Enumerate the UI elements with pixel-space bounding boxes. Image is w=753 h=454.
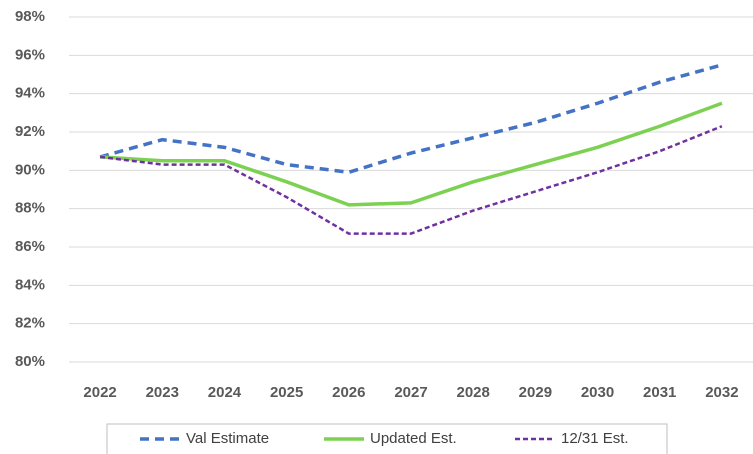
- x-tick-label: 2022: [83, 384, 116, 401]
- y-tick-label: 92%: [15, 123, 45, 140]
- y-tick-label: 94%: [15, 85, 45, 102]
- legend-label: Val Estimate: [186, 430, 269, 447]
- y-tick-label: 82%: [15, 315, 45, 332]
- x-tick-label: 2025: [270, 384, 303, 401]
- y-tick-label: 80%: [15, 353, 45, 370]
- legend-box: [106, 423, 668, 454]
- series-line: [99, 101, 723, 207]
- legend-label: 12/31 Est.: [561, 430, 629, 447]
- x-tick-label: 2023: [146, 384, 179, 401]
- legend-label: Updated Est.: [370, 430, 457, 447]
- x-tick-label: 2027: [394, 384, 427, 401]
- x-tick-label: 2031: [643, 384, 676, 401]
- y-tick-label: 98%: [15, 8, 45, 25]
- y-tick-label: 96%: [15, 46, 45, 63]
- x-tick-label: 2030: [581, 384, 614, 401]
- x-tick-label: 2029: [519, 384, 552, 401]
- x-tick-label: 2024: [208, 384, 242, 401]
- x-tick-label: 2026: [332, 384, 365, 401]
- x-tick-label: 2032: [705, 384, 738, 401]
- x-tick-label: 2028: [456, 384, 489, 401]
- y-tick-label: 88%: [15, 200, 45, 217]
- series-line: [99, 63, 723, 175]
- y-tick-label: 84%: [15, 276, 45, 293]
- series-line: [99, 125, 723, 235]
- y-tick-label: 90%: [15, 161, 45, 178]
- y-tick-label: 86%: [15, 238, 45, 255]
